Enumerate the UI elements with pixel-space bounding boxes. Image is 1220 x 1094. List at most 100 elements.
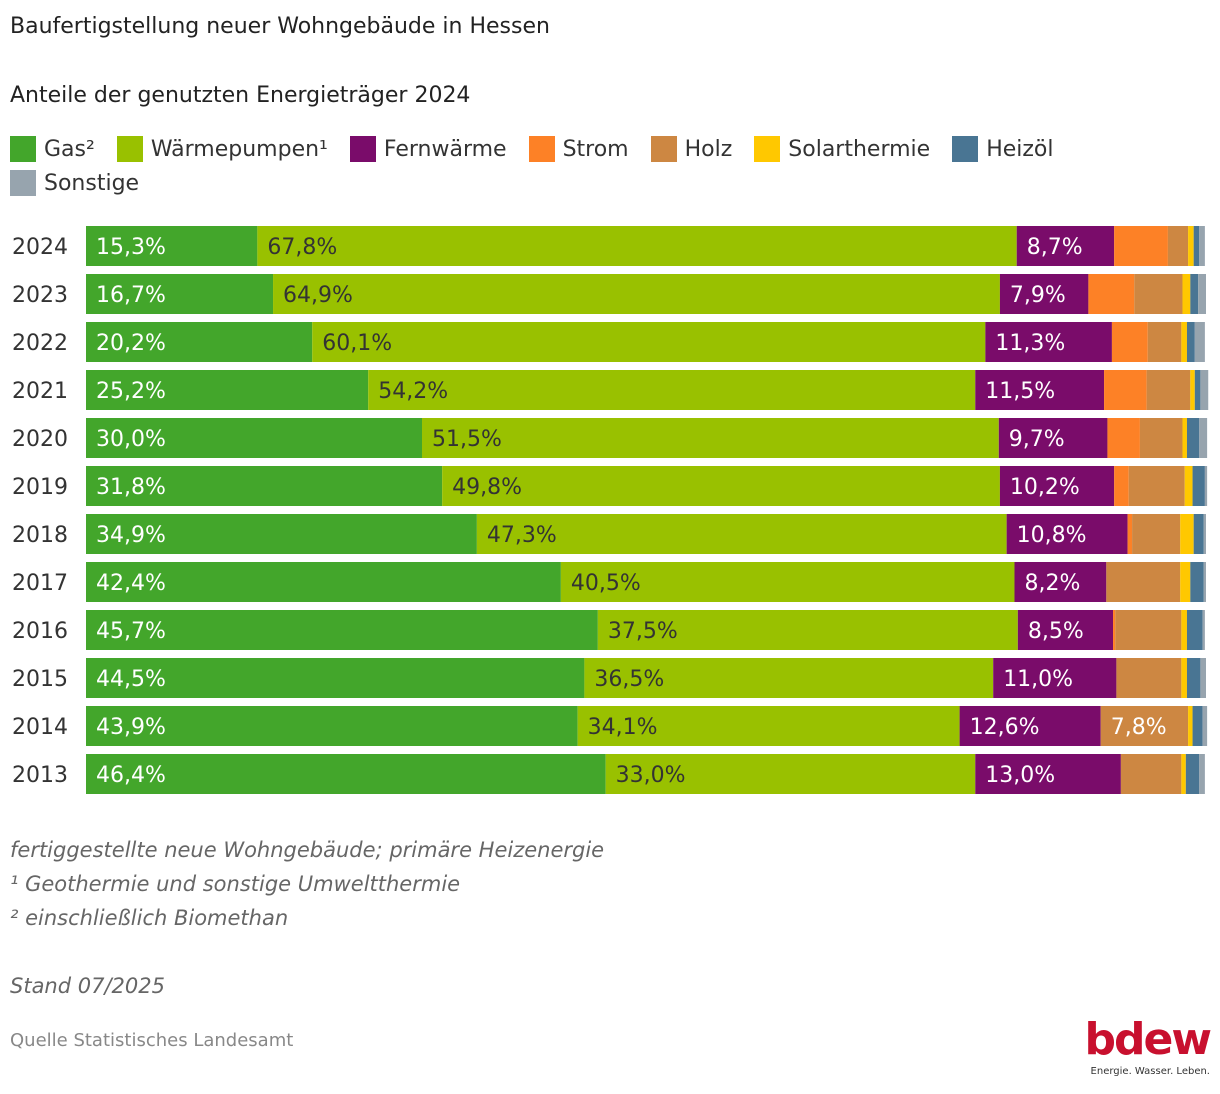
legend-label: Gas² (44, 136, 95, 162)
bar-segment (1111, 322, 1148, 362)
category-label: 2022 (12, 331, 68, 356)
bar-segment (1194, 370, 1201, 410)
bar-segment (1186, 610, 1203, 650)
legend-label: Heizöl (986, 136, 1054, 162)
bar-segment (442, 466, 1000, 506)
bar-segment (1147, 322, 1182, 362)
bar-segment (1203, 514, 1206, 554)
data-label: 7,9% (1010, 283, 1066, 308)
bar-segment (1190, 562, 1204, 602)
bar-segment (1100, 706, 1189, 746)
legend-item: Holz (650, 136, 732, 162)
bar-segment (1199, 226, 1205, 266)
bar-segment (1200, 658, 1206, 698)
legend-label: Sonstige (44, 170, 140, 196)
bar-segment (1182, 274, 1191, 314)
stacked-bar-chart: 2024 15,3% 67,8% 8,7% 2023 16,7% 64,9% 7,9% 2022… (12, 226, 1209, 794)
category-label: 2019 (12, 475, 68, 500)
data-label: 8,2% (1024, 571, 1080, 596)
bar-segment (273, 274, 1000, 314)
data-label: 45,7% (96, 619, 166, 644)
bar-segment (1190, 370, 1195, 410)
data-label: 12,6% (970, 715, 1040, 740)
legend-swatch (10, 170, 36, 196)
bar-segment (1193, 514, 1204, 554)
data-label: 30,0% (96, 427, 166, 452)
bar-segment (1114, 226, 1168, 266)
bar-segment (1104, 370, 1147, 410)
bar-segment (86, 610, 598, 650)
bar-segment (1146, 370, 1191, 410)
bar-segment (422, 418, 999, 458)
chart-subtitle: Anteile der genutzten Energieträger 2024 (10, 83, 471, 108)
data-label: 10,8% (1017, 523, 1087, 548)
bar-segment (1198, 274, 1206, 314)
bar-segment (1128, 466, 1185, 506)
bar-segment (1134, 274, 1183, 314)
bar-segment (975, 754, 1121, 794)
bar-segment (1188, 706, 1193, 746)
bar-segment (1199, 418, 1208, 458)
bar-segment (1181, 658, 1187, 698)
data-label: 16,7% (96, 283, 166, 308)
data-label: 34,9% (96, 523, 166, 548)
bar-segment (86, 514, 477, 554)
bdew-logo: bdew Energie. Wasser. Leben. (1084, 1014, 1212, 1078)
data-label: 31,8% (96, 475, 166, 500)
bar-segment (597, 610, 1018, 650)
bar-segment (1107, 418, 1140, 458)
chart-title: Baufertigstellung neuer Wohngebäude in H… (10, 14, 550, 39)
bar-segment (86, 418, 422, 458)
bar-segment (86, 562, 561, 602)
category-label: 2023 (12, 283, 68, 308)
legend-item: Gas² (10, 136, 95, 162)
bar-segment (577, 706, 960, 746)
legend-swatch (754, 136, 781, 162)
bar-segment (1202, 706, 1208, 746)
data-label: 10,2% (1010, 475, 1080, 500)
legend-swatch (650, 136, 677, 162)
bar-segment (1180, 514, 1194, 554)
legend-item: Solarthermie (754, 136, 930, 162)
bar-segment (1184, 466, 1193, 506)
data-label: 42,4% (96, 571, 166, 596)
legend-label: Strom (562, 136, 629, 162)
bar-segment (1088, 274, 1135, 314)
bar-segment (1182, 418, 1187, 458)
legend: Gas² Wärmepumpen¹ Fernwärme Strom Holz Solart… (10, 136, 1190, 196)
data-label: 40,5% (571, 571, 641, 596)
footnote: fertiggestellte neue Wohngebäude; primär… (10, 838, 605, 862)
bar-segment (86, 274, 274, 314)
bar-segment (1115, 610, 1182, 650)
data-label: 8,7% (1027, 235, 1083, 260)
category-label: 2020 (12, 427, 68, 452)
data-label: 37,5% (608, 619, 678, 644)
category-label: 2016 (12, 619, 68, 644)
logo-word: bdew (1084, 1014, 1212, 1065)
bar-segment (1202, 610, 1205, 650)
bar-segment (1016, 226, 1115, 266)
category-label: 2021 (12, 379, 68, 404)
bar-segment (1192, 706, 1203, 746)
legend-item: Sonstige (10, 170, 139, 196)
data-label: 54,2% (378, 379, 448, 404)
legend-label: Fernwärme (383, 136, 507, 162)
bar-segment (86, 226, 258, 266)
bar-segment (998, 418, 1108, 458)
bar-segment (584, 658, 994, 698)
legend-item: Strom (528, 136, 629, 162)
bar-segment (1190, 274, 1199, 314)
bar-segment (560, 562, 1015, 602)
bar-segment (86, 658, 585, 698)
bar-segment (1139, 418, 1183, 458)
data-label: 11,3% (995, 331, 1065, 356)
bar-segment (1167, 226, 1189, 266)
bar-segment (1127, 514, 1133, 554)
bar-segment (1194, 322, 1205, 362)
data-label: 7,8% (1111, 715, 1167, 740)
bar-segment (975, 370, 1105, 410)
footnote: ¹ Geothermie und sonstige Umweltthermie (10, 872, 461, 896)
bar-segment (1193, 226, 1200, 266)
bar-segment (1120, 754, 1182, 794)
